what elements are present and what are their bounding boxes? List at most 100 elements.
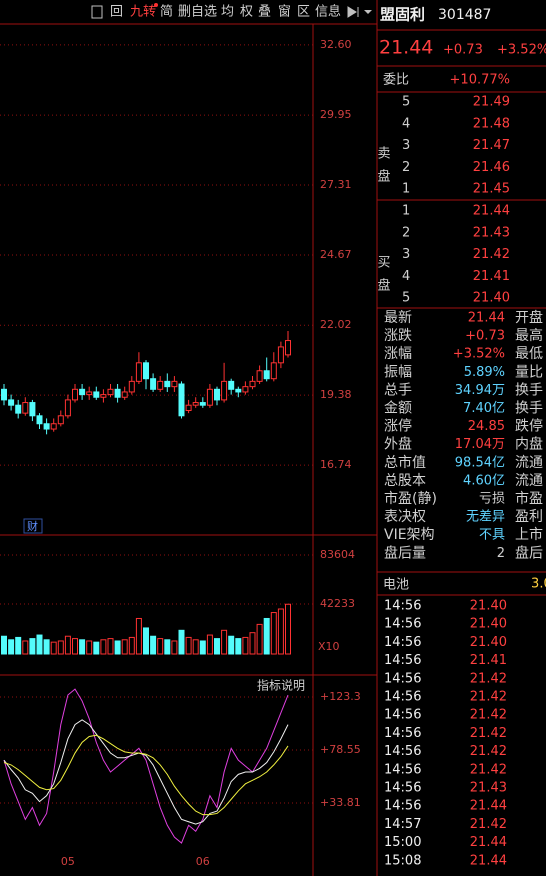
trade-time: 15:00	[384, 835, 421, 850]
level: 2	[402, 160, 410, 175]
indicator-tick: +123.3	[320, 690, 361, 703]
trade-time: 14:56	[384, 799, 421, 814]
trade-time: 14:56	[384, 653, 421, 668]
price-tick: 16.74	[320, 458, 352, 471]
icon[interactable]	[91, 5, 103, 19]
stat-value: 21.44	[468, 311, 505, 326]
level-price: 21.40	[473, 291, 510, 306]
candle-body	[72, 388, 78, 401]
toolbar-item[interactable]: 删自选	[178, 5, 217, 20]
stat-label: 总股本	[384, 473, 426, 489]
trade-price: 21.40	[470, 599, 507, 614]
volume-tick: 83604	[320, 548, 355, 561]
volume-bar	[263, 617, 270, 655]
toolbar-item[interactable]: 回	[110, 5, 123, 20]
toolbar-item[interactable]: 九转	[130, 5, 156, 20]
stat-label: VIE架构	[384, 527, 435, 543]
candle-body	[171, 380, 178, 388]
stat-label2: 上市	[515, 526, 543, 543]
indicator-line	[3, 688, 289, 844]
candle-body	[256, 370, 263, 382]
level-price: 21.43	[473, 225, 510, 240]
volume-bar	[114, 640, 121, 655]
level: 3	[402, 247, 410, 262]
indicator-title[interactable]: 指标说明	[257, 678, 305, 693]
level: 3	[402, 138, 410, 153]
toolbar-item[interactable]: 叠	[258, 5, 271, 20]
candle-body	[235, 388, 242, 393]
note-box	[23, 518, 43, 534]
stat-label2: 换手	[515, 381, 543, 398]
volume-bar	[199, 640, 206, 655]
indicator-tick: +78.55	[320, 743, 361, 756]
trade-time: 14:56	[384, 744, 421, 759]
candle-body	[270, 362, 277, 380]
stat-value: 不具	[479, 528, 505, 543]
volume-bar	[135, 617, 142, 655]
toolbar-item[interactable]: 权	[240, 4, 253, 20]
toolbar-item[interactable]: 简	[160, 4, 173, 20]
price-tick: 19.38	[320, 388, 352, 401]
volume-bar	[249, 632, 256, 655]
trade-price: 21.44	[470, 799, 507, 814]
volume-bar	[43, 639, 50, 655]
volume-bar	[15, 636, 22, 655]
indicator-line	[3, 719, 289, 825]
icon[interactable]	[347, 6, 359, 18]
volume-bar	[214, 638, 220, 655]
candle-body	[185, 404, 192, 411]
candle-body	[285, 340, 291, 356]
stat-label: 涨跌	[384, 328, 412, 344]
trade-time: 14:56	[384, 708, 421, 723]
trade-time: 15:08	[384, 853, 421, 868]
indicator-tick: +33.81	[320, 796, 361, 809]
level: 1	[402, 182, 410, 197]
volume-bar	[206, 634, 213, 655]
change: +0.73	[443, 43, 483, 58]
trade-time: 14:56	[384, 599, 421, 614]
candle-body	[242, 386, 249, 393]
price-tick: 24.67	[320, 248, 352, 261]
stat-label: 外盘	[384, 436, 412, 453]
volume-bar	[50, 641, 57, 655]
trade-price: 21.43	[470, 781, 507, 796]
dropdown[interactable]	[364, 10, 372, 14]
price-tick: 29.95	[320, 108, 352, 121]
stat-label: 盘后量	[384, 544, 426, 561]
x-tick-label: 06	[196, 855, 210, 868]
stat-value: 亏损	[479, 492, 505, 507]
candle-body	[8, 399, 15, 406]
trade-time: 14:56	[384, 690, 421, 705]
toolbar-item[interactable]: 均	[221, 5, 234, 20]
volume-bar	[86, 640, 93, 655]
toolbar-item[interactable]: 区	[297, 5, 310, 20]
trade-price: 21.40	[470, 635, 507, 650]
volume-bar	[285, 603, 291, 655]
stat-label2: 最高	[515, 327, 543, 344]
candle-body	[114, 388, 121, 398]
candle-body	[1, 388, 7, 401]
stat-label2: 盈利	[515, 509, 543, 525]
stat-value: 4.60亿	[463, 473, 505, 488]
volume-bar	[157, 638, 164, 655]
stat-value: 5.89%	[464, 365, 505, 380]
toolbar-item[interactable]: 窗	[278, 4, 291, 20]
candle-body	[221, 380, 228, 401]
candle-body	[50, 423, 57, 430]
dot	[154, 3, 158, 7]
candle-body	[178, 383, 185, 417]
volume-scale: X10	[318, 640, 340, 653]
candle-body	[43, 423, 50, 430]
volume-bar	[185, 636, 192, 655]
volume-bar	[235, 638, 242, 655]
volume-bar	[79, 639, 86, 655]
candle-body	[79, 388, 86, 396]
volume-bar	[121, 639, 128, 655]
candle-body	[199, 402, 206, 406]
candle-body	[150, 378, 157, 390]
trade-price: 21.42	[470, 726, 507, 741]
change-pct: +3.52%	[497, 43, 546, 58]
level: 2	[402, 225, 410, 240]
toolbar-item[interactable]: 信息	[315, 4, 341, 20]
